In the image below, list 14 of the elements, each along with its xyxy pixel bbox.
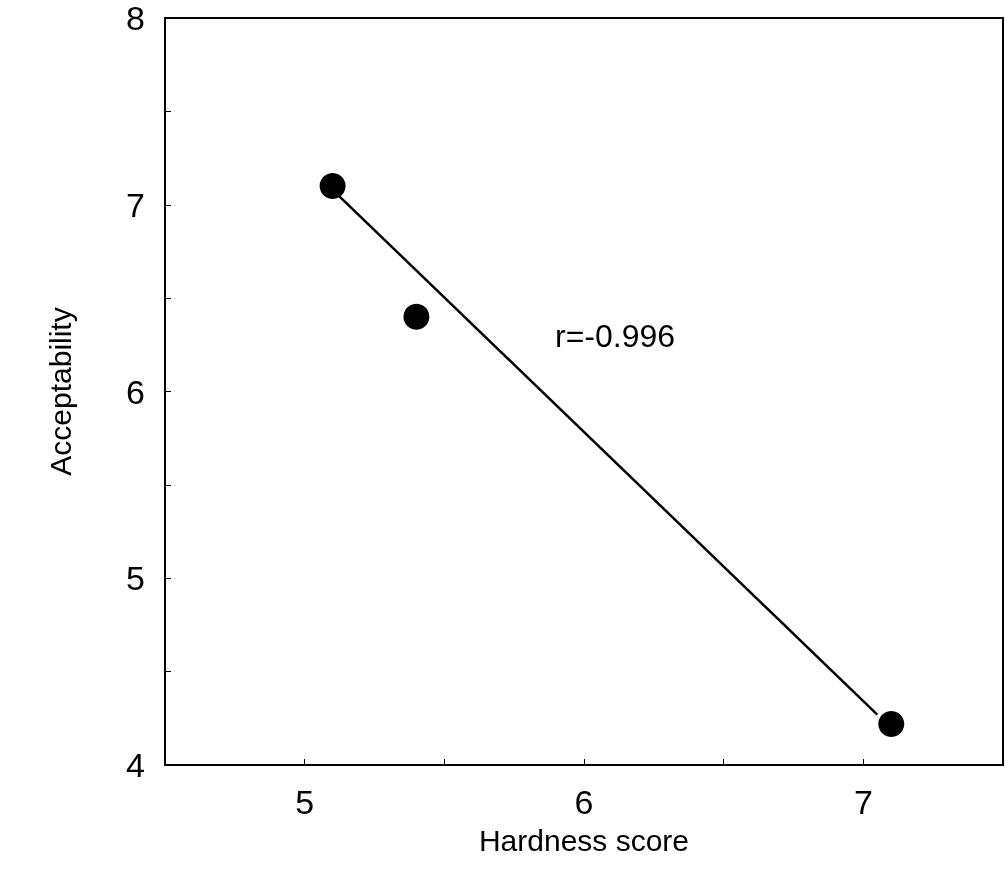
y-axis-title: Acceptability	[43, 307, 77, 476]
y-tick-label: 5	[126, 559, 145, 598]
x-tick-label: 5	[295, 783, 315, 821]
point	[403, 303, 430, 330]
point	[319, 173, 346, 200]
annotation: r=-0.996	[555, 318, 676, 354]
y-tick-label: 4	[126, 746, 145, 784]
x-axis-title: Hardness score	[478, 823, 690, 857]
y-tick-label: 8	[126, 0, 145, 37]
x-tick-label: 6	[574, 783, 594, 821]
y-tick-label: 6	[126, 372, 145, 411]
point	[878, 710, 905, 737]
x-tick-label: 7	[853, 783, 873, 821]
y-tick-label: 7	[126, 185, 145, 224]
